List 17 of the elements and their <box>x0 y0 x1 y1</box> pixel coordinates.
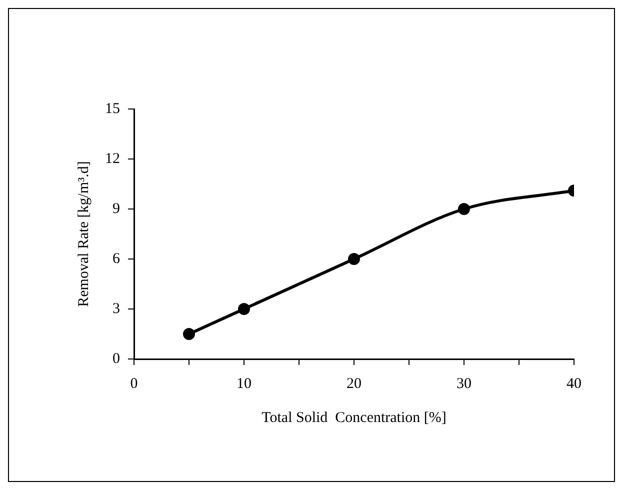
x-tick-label: 20 <box>346 376 362 392</box>
point <box>238 303 250 315</box>
x-tick-label: 40 <box>566 376 582 392</box>
x-axis-title: Total Solid Concentration [%] <box>262 410 446 426</box>
y-tick-label: 12 <box>105 150 120 167</box>
y-tick-label: 0 <box>112 350 120 367</box>
y-tick-label: 6 <box>112 250 120 267</box>
point <box>348 253 360 265</box>
point <box>458 203 470 215</box>
y-tick-label: 9 <box>112 200 120 217</box>
x-tick-label: 0 <box>130 376 138 392</box>
y-tick-label: 3 <box>112 300 120 317</box>
y-axis-title: Removal Rate [kg/m³.d] <box>76 161 92 307</box>
x-tick-label: 10 <box>236 376 252 392</box>
x-tick-label: 30 <box>456 376 472 392</box>
y-tick-label: 15 <box>105 100 120 117</box>
point <box>183 328 195 340</box>
